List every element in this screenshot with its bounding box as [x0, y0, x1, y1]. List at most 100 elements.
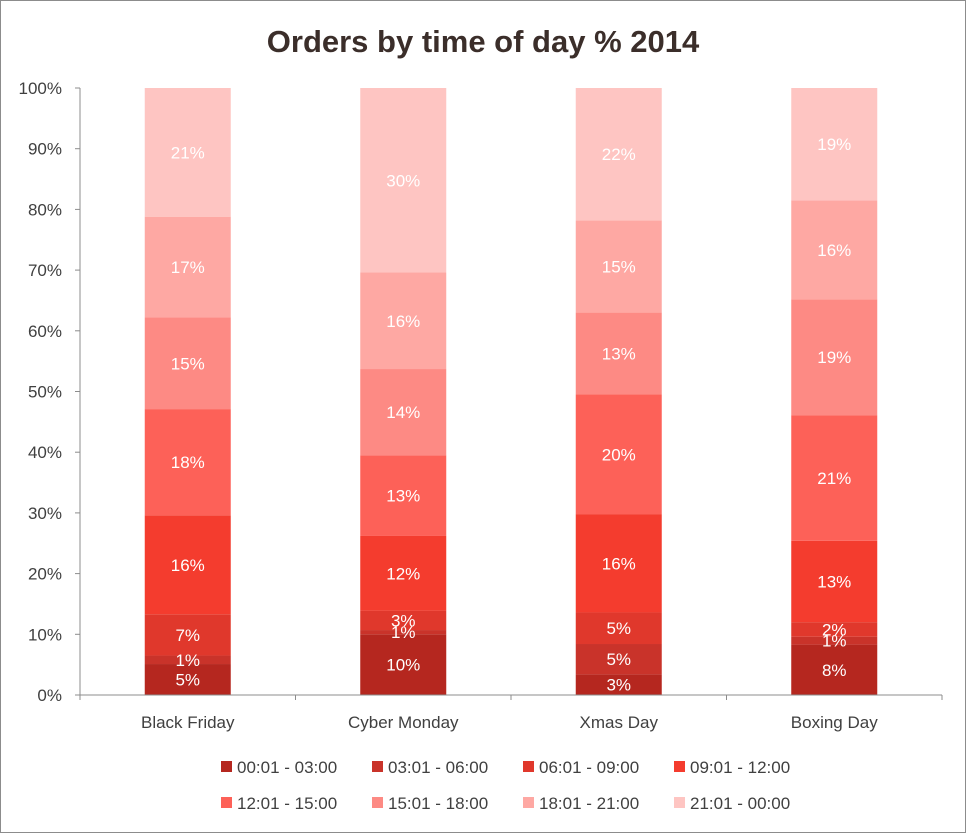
y-tick-label: 50% [28, 383, 62, 402]
chart-title: Orders by time of day % 2014 [267, 24, 700, 59]
data-label: 17% [171, 258, 205, 277]
x-axis: Black Friday Cyber Monday Xmas Day Boxing D… [79, 694, 943, 732]
bar-segment [791, 200, 878, 300]
data-label: 20% [602, 445, 636, 464]
y-tick-label: 100% [19, 79, 62, 98]
bar-segment [791, 622, 878, 637]
bar-segment [791, 88, 878, 201]
legend-swatch [523, 797, 534, 808]
bar-segment [575, 612, 662, 645]
y-tick-label: 10% [28, 625, 62, 644]
data-label: 14% [386, 403, 420, 422]
legend-label: 12:01 - 15:00 [237, 794, 337, 813]
bar-segment [575, 514, 662, 613]
x-category-label: Xmas Day [580, 713, 659, 732]
legend-swatch [523, 761, 534, 772]
y-tick-label: 30% [28, 504, 62, 523]
bar-segment [791, 636, 878, 645]
data-label: 16% [386, 312, 420, 331]
bar-segment [791, 644, 878, 695]
data-label: 21% [817, 469, 851, 488]
y-tick-label: 0% [37, 686, 62, 705]
bars: 5%1%7%16%18%15%17%21%10%1%3%12%13%14%16%… [144, 88, 878, 695]
bar-segment [360, 634, 447, 695]
data-label: 3% [606, 676, 631, 695]
legend-label: 00:01 - 03:00 [237, 758, 337, 777]
bar-segment [360, 272, 447, 370]
bar-segment [360, 455, 447, 536]
data-label: 5% [175, 671, 200, 690]
data-label: 15% [602, 257, 636, 276]
bar-segment [791, 540, 878, 623]
bar-segment [575, 394, 662, 515]
x-category-label: Cyber Monday [348, 713, 459, 732]
bar-segment [791, 415, 878, 541]
bar-segment [360, 610, 447, 631]
legend-swatch [674, 797, 685, 808]
y-axis: 0% 10% 20% 30% 40% 50% 60% 70% 80% 90% 100% [19, 79, 81, 705]
legend-swatch [674, 761, 685, 772]
data-label: 16% [602, 554, 636, 573]
legend-label: 06:01 - 09:00 [539, 758, 639, 777]
x-category-label: Boxing Day [791, 713, 878, 732]
data-label: 13% [602, 345, 636, 364]
bar-segment [360, 535, 447, 611]
y-tick-label: 70% [28, 261, 62, 280]
legend-swatch [372, 761, 383, 772]
data-label: 3% [391, 611, 416, 630]
legend: 00:01 - 03:00 03:01 - 06:00 06:01 - 09:00 0… [221, 758, 790, 813]
bar-segment [144, 664, 231, 695]
data-label: 15% [171, 354, 205, 373]
data-label: 13% [817, 572, 851, 591]
legend-label: 21:01 - 00:00 [690, 794, 790, 813]
data-label: 16% [817, 241, 851, 260]
data-label: 1% [175, 651, 200, 670]
bar-segment [575, 88, 662, 221]
bar-segment [144, 655, 231, 665]
y-tick-label: 20% [28, 565, 62, 584]
data-label: 2% [822, 620, 847, 639]
bar-segment [144, 317, 231, 410]
data-label: 12% [386, 564, 420, 583]
data-label: 1% [822, 632, 847, 651]
data-label: 7% [175, 626, 200, 645]
data-label: 8% [822, 661, 847, 680]
data-label: 19% [817, 135, 851, 154]
data-label: 16% [171, 556, 205, 575]
data-label: 5% [606, 650, 631, 669]
y-tick-label: 40% [28, 443, 62, 462]
bar-segment [360, 88, 447, 273]
data-label: 10% [386, 656, 420, 675]
x-category-label: Black Friday [141, 713, 235, 732]
bar-segment [575, 312, 662, 395]
y-tick-label: 60% [28, 322, 62, 341]
legend-swatch [221, 761, 232, 772]
data-label: 30% [386, 171, 420, 190]
y-tick-label: 90% [28, 140, 62, 159]
bar-segment [575, 644, 662, 675]
legend-label: 18:01 - 21:00 [539, 794, 639, 813]
bar-segment [791, 299, 878, 416]
bar-segment [144, 614, 231, 656]
bar-segment [575, 220, 662, 313]
legend-swatch [221, 797, 232, 808]
legend-label: 03:01 - 06:00 [388, 758, 488, 777]
data-label: 21% [171, 143, 205, 162]
data-label: 1% [391, 623, 416, 642]
bar-segment [144, 88, 231, 217]
data-label: 5% [606, 619, 631, 638]
data-label: 18% [171, 453, 205, 472]
legend-label: 09:01 - 12:00 [690, 758, 790, 777]
bar-segment [575, 674, 662, 695]
data-label: 13% [386, 487, 420, 506]
legend-label: 15:01 - 18:00 [388, 794, 488, 813]
data-label: 22% [602, 145, 636, 164]
bar-segment [144, 515, 231, 615]
bar-segment [360, 369, 447, 456]
legend-swatch [372, 797, 383, 808]
bar-segment [360, 630, 447, 635]
bar-segment [144, 409, 231, 516]
y-tick-label: 80% [28, 200, 62, 219]
bar-segment [144, 216, 231, 318]
